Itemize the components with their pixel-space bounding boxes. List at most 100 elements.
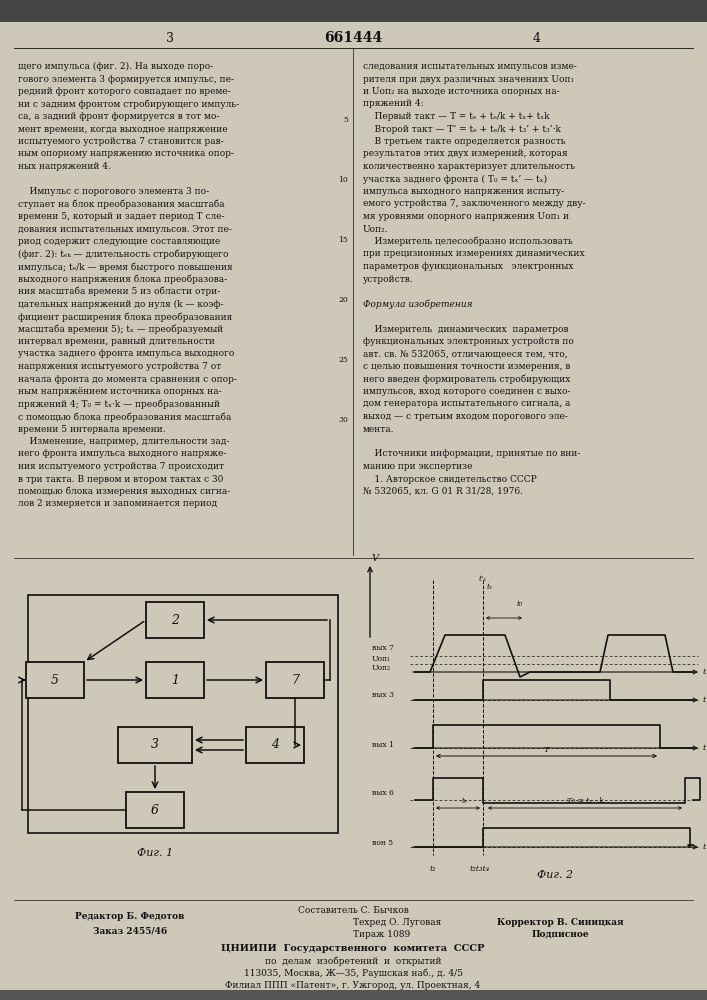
Bar xyxy=(28,595,338,833)
Text: манию при экспертизе: манию при экспертизе xyxy=(363,462,472,471)
Text: помощью блока измерения выходных сигна-: помощью блока измерения выходных сигна- xyxy=(18,487,230,496)
Text: него фронта импульса выходного напряже-: него фронта импульса выходного напряже- xyxy=(18,450,226,458)
Text: t: t xyxy=(703,696,706,704)
Text: Редактор Б. Федотов: Редактор Б. Федотов xyxy=(76,912,185,921)
Bar xyxy=(246,727,304,763)
Bar xyxy=(126,792,184,828)
Text: мента.: мента. xyxy=(363,424,395,434)
Text: t: t xyxy=(703,744,706,752)
Text: Источники информации, принятые по вни-: Источники информации, принятые по вни- xyxy=(363,450,580,458)
Text: Техред О. Луговая: Техред О. Луговая xyxy=(353,918,441,927)
Text: t₁: t₁ xyxy=(430,865,436,873)
Text: 1. Авторское свидетельство СССР: 1. Авторское свидетельство СССР xyxy=(363,475,537,484)
Text: авт. св. № 532065, отличающееся тем, что,: авт. св. № 532065, отличающееся тем, что… xyxy=(363,350,568,359)
Text: испытуемого устройства 7 становится рав-: испытуемого устройства 7 становится рав- xyxy=(18,137,223,146)
Text: импульсов, вход которого соединен с выхо-: импульсов, вход которого соединен с выхо… xyxy=(363,387,571,396)
Text: ных напряжений 4.: ных напряжений 4. xyxy=(18,162,111,171)
Text: рителя при двух различных значениях Uоп₁: рителя при двух различных значениях Uоп₁ xyxy=(363,75,574,84)
Text: мя уровнями опорного напряжения Uоп₁ и: мя уровнями опорного напряжения Uоп₁ и xyxy=(363,212,569,221)
Text: 7: 7 xyxy=(291,674,299,686)
Text: 3: 3 xyxy=(151,738,159,752)
Text: 113035, Москва, Ж—35, Раушская наб., д. 4/5: 113035, Москва, Ж—35, Раушская наб., д. … xyxy=(243,969,462,978)
Text: времени 5, который и задает период T сле-: времени 5, который и задает период T сле… xyxy=(18,212,225,221)
Text: ния масштаба времени 5 из области отри-: ния масштаба времени 5 из области отри- xyxy=(18,287,221,296)
Text: Фиг. 1: Фиг. 1 xyxy=(137,848,173,858)
Text: 661444: 661444 xyxy=(324,31,382,45)
Text: 5: 5 xyxy=(51,674,59,686)
Text: 6: 6 xyxy=(151,804,159,816)
Text: Импульс с порогового элемента 3 по-: Импульс с порогового элемента 3 по- xyxy=(18,187,209,196)
Text: 5: 5 xyxy=(343,116,348,124)
Text: t₂t₃t₄: t₂t₃t₄ xyxy=(470,865,490,873)
Text: Заказ 2455/46: Заказ 2455/46 xyxy=(93,926,167,935)
Text: са, а задний фронт формируется в тот мо-: са, а задний фронт формируется в тот мо- xyxy=(18,112,219,121)
Text: Подписное: Подписное xyxy=(531,930,589,939)
Text: щего импульса (фиг. 2). На выходе поро-: щего импульса (фиг. 2). На выходе поро- xyxy=(18,62,214,71)
Text: по  делам  изобретений  и  открытий: по делам изобретений и открытий xyxy=(264,957,441,966)
Text: ЦНИИПИ  Государственного  комитета  СССР: ЦНИИПИ Государственного комитета СССР xyxy=(221,944,485,953)
Text: редний фронт которого совпадает по време-: редний фронт которого совпадает по време… xyxy=(18,87,230,96)
Text: Второй такт — T’ = tₑ + tₑ/k + t₃’ + t₃’·k: Второй такт — T’ = tₑ + tₑ/k + t₃’ + t₃’… xyxy=(363,124,561,133)
Text: t: t xyxy=(703,668,706,676)
Text: начала фронта до момента сравнения с опор-: начала фронта до момента сравнения с опо… xyxy=(18,374,237,383)
Text: него введен формирователь стробирующих: него введен формирователь стробирующих xyxy=(363,374,571,384)
Text: емого устройства 7, заключенного между дву-: емого устройства 7, заключенного между д… xyxy=(363,200,585,209)
Text: 4: 4 xyxy=(271,738,279,752)
Text: в три такта. В первом и втором тактах с 30: в три такта. В первом и втором тактах с … xyxy=(18,475,223,484)
Text: фициент расширения блока преобразования: фициент расширения блока преобразования xyxy=(18,312,233,322)
Text: Измеритель целесообразно использовать: Измеритель целесообразно использовать xyxy=(363,237,573,246)
Text: и Uоп₂ на выходе источника опорных на-: и Uоп₂ на выходе источника опорных на- xyxy=(363,87,560,96)
Text: пряжений 4; T₀ = tₓ·k — преобразованный: пряжений 4; T₀ = tₓ·k — преобразованный xyxy=(18,399,220,409)
Text: В третьем такте определяется разность: В третьем такте определяется разность xyxy=(363,137,566,146)
Text: функциональных электронных устройств по: функциональных электронных устройств по xyxy=(363,337,574,346)
Text: Филиал ППП «Патент», г. Ужгород, ул. Проектная, 4: Филиал ППП «Патент», г. Ужгород, ул. Про… xyxy=(226,981,481,990)
Text: t: t xyxy=(703,843,706,851)
Text: результатов этих двух измерений, которая: результатов этих двух измерений, которая xyxy=(363,149,568,158)
Text: масштаба времени 5); tₓ — преобразуемый: масштаба времени 5); tₓ — преобразуемый xyxy=(18,324,223,334)
Text: ни с задним фронтом стробирующего импуль-: ни с задним фронтом стробирующего импуль… xyxy=(18,100,239,109)
Text: № 532065, кл. G 01 R 31/28, 1976.: № 532065, кл. G 01 R 31/28, 1976. xyxy=(363,487,523,496)
Text: Корректор В. Синицкая: Корректор В. Синицкая xyxy=(497,918,624,927)
Text: Фиг. 2: Фиг. 2 xyxy=(537,870,573,880)
Text: вых 6: вых 6 xyxy=(372,789,394,797)
Text: вон 5: вон 5 xyxy=(372,839,393,847)
Text: 1: 1 xyxy=(171,674,179,686)
Bar xyxy=(0,990,707,1000)
Text: T: T xyxy=(543,746,549,754)
Text: мент времени, когда выходное напряжение: мент времени, когда выходное напряжение xyxy=(18,124,228,133)
Text: 2: 2 xyxy=(171,613,179,626)
Text: V: V xyxy=(372,554,379,563)
Text: Uоп₂.: Uоп₂. xyxy=(363,225,389,233)
Text: интервал времени, равный длительности: интервал времени, равный длительности xyxy=(18,337,215,346)
Text: участка заднего фронта ( T₀ = tₓ’ — tₓ): участка заднего фронта ( T₀ = tₓ’ — tₓ) xyxy=(363,174,547,184)
Text: количественно характеризует длительность: количественно характеризует длительность xyxy=(363,162,575,171)
Bar xyxy=(118,727,192,763)
Text: выход — с третьим входом порогового эле-: выход — с третьим входом порогового эле- xyxy=(363,412,568,421)
Text: Составитель С. Бычков: Составитель С. Бычков xyxy=(298,906,409,915)
Text: t'ₓ: t'ₓ xyxy=(479,575,487,583)
Text: t₀: t₀ xyxy=(517,600,523,608)
Text: ным напряжёнием источника опорных на-: ным напряжёнием источника опорных на- xyxy=(18,387,221,396)
Text: дования испытательных импульсов. Этот пе-: дования испытательных импульсов. Этот пе… xyxy=(18,225,232,233)
Text: с целью повышения точности измерения, в: с целью повышения точности измерения, в xyxy=(363,362,571,371)
Text: tₓ: tₓ xyxy=(487,583,493,591)
Text: напряжения испытуемого устройства 7 от: напряжения испытуемого устройства 7 от xyxy=(18,362,221,371)
Text: вых 7: вых 7 xyxy=(372,644,394,652)
Text: импульса выходного напряжения испыту-: импульса выходного напряжения испыту- xyxy=(363,187,564,196)
Text: вых 3: вых 3 xyxy=(372,691,394,699)
Bar xyxy=(146,662,204,698)
Text: 4: 4 xyxy=(533,31,541,44)
Text: гового элемента 3 формируется импульс, пе-: гового элемента 3 формируется импульс, п… xyxy=(18,75,234,84)
Text: 15: 15 xyxy=(338,236,348,244)
Text: 3: 3 xyxy=(166,31,174,44)
Text: цательных напряжений до нуля (k — коэф-: цательных напряжений до нуля (k — коэф- xyxy=(18,300,223,309)
Bar xyxy=(26,662,84,698)
Text: импульса; tₑ/k — время быстрого повышения: импульса; tₑ/k — время быстрого повышени… xyxy=(18,262,233,271)
Text: участка заднего фронта импульса выходного: участка заднего фронта импульса выходног… xyxy=(18,350,235,359)
Text: при прецизионных измерениях динамических: при прецизионных измерениях динамических xyxy=(363,249,585,258)
Text: с помощью блока преобразования масштаба: с помощью блока преобразования масштаба xyxy=(18,412,231,422)
Text: риод содержит следующие составляющие: риод содержит следующие составляющие xyxy=(18,237,221,246)
Text: Формула изобретения: Формула изобретения xyxy=(363,300,472,309)
Text: 10: 10 xyxy=(338,176,348,184)
Text: Uоп₂: Uоп₂ xyxy=(372,664,391,672)
